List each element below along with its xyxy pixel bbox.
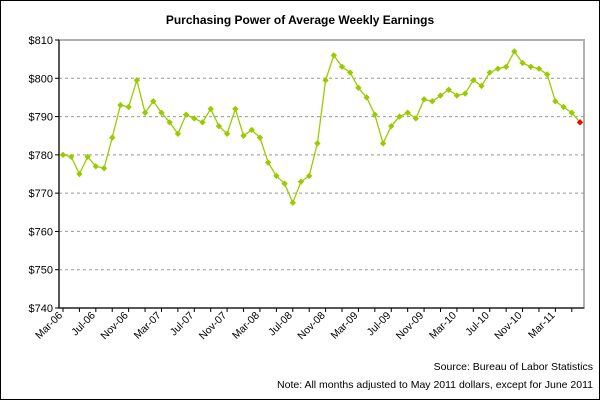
data-point	[191, 115, 198, 122]
data-point	[494, 65, 502, 72]
data-point	[535, 65, 543, 72]
x-tick-label: Nov-08	[295, 310, 328, 343]
data-point	[453, 92, 461, 99]
data-point	[388, 122, 395, 130]
data-point	[182, 111, 190, 118]
data-point	[437, 92, 444, 99]
data-point	[355, 84, 362, 92]
data-point	[396, 113, 403, 120]
data-point	[256, 134, 264, 141]
data-point	[68, 153, 75, 160]
data-point	[240, 132, 247, 139]
data-point	[478, 82, 485, 90]
data-point	[117, 101, 124, 109]
data-point	[223, 130, 231, 137]
x-tick-label: Nov-10	[492, 310, 525, 343]
data-point	[445, 86, 452, 93]
data-point	[281, 180, 288, 187]
x-tick-label: Nov-07	[197, 310, 230, 343]
data-point	[322, 77, 329, 84]
data-point	[273, 172, 280, 180]
data-point	[314, 140, 321, 147]
y-tick-label: $760	[29, 226, 53, 238]
data-point	[297, 178, 305, 185]
source-note: Source: Bureau of Labor Statistics	[433, 361, 593, 373]
data-point	[84, 153, 91, 160]
x-tick-label: Jul-09	[365, 310, 394, 339]
chart-title: Purchasing Power of Average Weekly Earni…	[165, 13, 435, 27]
y-tick-label: $790	[29, 112, 53, 124]
x-tick-label: Jul-08	[266, 310, 295, 339]
x-tick-label: Mar-10	[427, 310, 459, 342]
data-point	[543, 71, 551, 78]
x-tick-label: Jul-06	[69, 310, 98, 339]
data-point	[461, 90, 469, 97]
data-point	[207, 105, 214, 113]
data-point	[511, 48, 518, 55]
data-point	[404, 109, 411, 116]
data-point	[576, 119, 584, 126]
data-point	[141, 109, 149, 116]
data-point	[420, 96, 428, 103]
data-point	[76, 170, 83, 178]
adjustment-note: Note: All months adjusted to May 2011 do…	[277, 379, 593, 391]
y-tick-label: $780	[29, 150, 53, 162]
data-point	[412, 115, 420, 122]
x-tick-label: Mar-07	[132, 310, 164, 342]
data-point	[232, 105, 239, 113]
data-point	[59, 151, 67, 159]
data-point	[363, 94, 370, 101]
data-point	[338, 63, 346, 70]
y-tick-label: $810	[29, 35, 53, 47]
data-point	[166, 119, 173, 126]
x-tick-label: Nov-09	[394, 310, 427, 343]
data-point	[379, 140, 387, 147]
data-point	[502, 63, 510, 70]
data-point	[568, 109, 575, 116]
data-point	[347, 69, 354, 76]
data-point	[330, 52, 338, 59]
x-tick-label: Jul-10	[463, 310, 492, 339]
data-point	[133, 77, 141, 84]
y-tick-label: $750	[29, 265, 53, 277]
data-point	[100, 165, 108, 172]
y-tick-label: $800	[29, 73, 53, 85]
data-point	[429, 98, 436, 105]
data-point	[215, 122, 223, 130]
data-point	[158, 109, 165, 116]
data-point	[519, 59, 526, 67]
x-tick-label: Nov-06	[98, 310, 131, 343]
data-point	[92, 163, 100, 170]
data-point	[527, 63, 534, 70]
data-point	[552, 98, 559, 105]
data-point	[150, 98, 157, 105]
y-tick-label: $770	[29, 188, 53, 200]
data-point	[371, 111, 379, 118]
data-point	[125, 103, 132, 111]
data-point	[174, 130, 182, 137]
x-tick-label: Mar-08	[230, 310, 262, 342]
x-tick-label: Jul-07	[168, 310, 197, 339]
x-tick-label: Mar-11	[526, 310, 558, 342]
data-point	[199, 119, 206, 126]
data-point	[486, 69, 493, 76]
data-point	[560, 103, 567, 111]
data-point	[305, 172, 313, 180]
y-tick-label: $740	[29, 303, 53, 315]
data-point	[109, 134, 116, 141]
data-point	[264, 159, 272, 166]
data-point	[470, 77, 477, 84]
plot-area	[58, 39, 585, 309]
data-point	[289, 199, 296, 206]
x-tick-label: Mar-09	[329, 310, 361, 342]
data-point	[248, 126, 255, 134]
series-line	[62, 50, 581, 205]
